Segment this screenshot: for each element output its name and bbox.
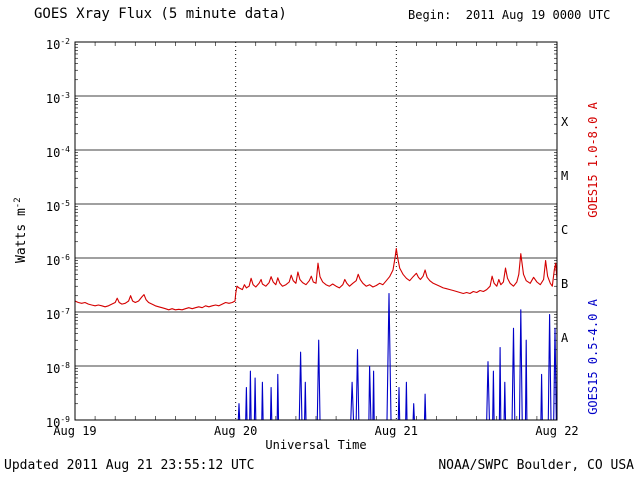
y-tick-label: 10-8: [45, 361, 70, 376]
x-tick-label: Aug 22: [535, 424, 579, 438]
y-tick-label: 10-5: [45, 199, 70, 214]
flare-class-label: X: [561, 115, 569, 129]
flare-class-label: A: [561, 331, 569, 345]
y-tick-label: 10-2: [45, 37, 70, 52]
flare-class-label: C: [561, 223, 569, 237]
plot-frame: [74, 41, 558, 421]
y-tick-label: 10-9: [45, 415, 70, 430]
x-tick-label: Aug 19: [53, 424, 97, 438]
begin-time-label: Begin: 2011 Aug 19 0000 UTC: [408, 8, 611, 22]
y-tick-label: 10-4: [45, 145, 70, 160]
x-tick-label: Aug 21: [374, 424, 418, 438]
series-line-0: [74, 247, 558, 311]
y-tick-label: 10-7: [45, 307, 70, 322]
credit-label: NOAA/SWPC Boulder, CO USA: [438, 458, 634, 473]
flare-class-label: B: [561, 277, 569, 291]
y-tick-label: 10-6: [45, 253, 70, 268]
series-line-1: [235, 292, 557, 421]
x-axis-title: Universal Time: [265, 438, 367, 452]
chart-title: GOES Xray Flux (5 minute data): [34, 6, 287, 22]
y-tick-label: 10-3: [45, 91, 70, 106]
series-label-short-channel: GOES15 0.5-4.0 A: [586, 299, 600, 415]
series-label-long-channel: GOES15 1.0-8.0 A: [586, 102, 600, 218]
x-tick-label: Aug 20: [213, 424, 258, 438]
updated-timestamp: Updated 2011 Aug 21 23:55:12 UTC: [4, 458, 255, 473]
flare-class-label: M: [561, 169, 569, 183]
